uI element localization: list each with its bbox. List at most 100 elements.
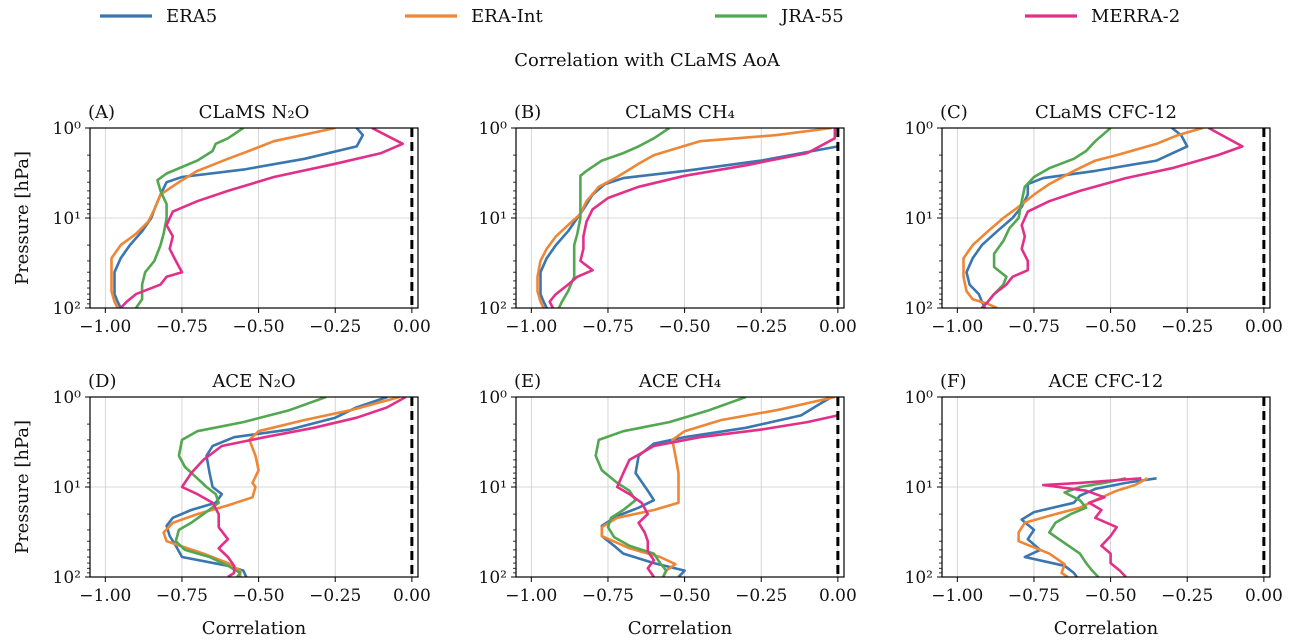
x-axis-label: Correlation [1054,618,1159,639]
series-line-era-int [162,397,400,577]
x-tick-label: 0.00 [819,586,857,606]
panel-e: −1.00 −0.75 −0.50 −0.25 0.00 10⁰ 10¹ 10² (E) ACE … [479,371,857,639]
x-tick-label: −1.00 [505,586,557,606]
panel-letter: (B) [514,102,541,123]
y-tick-label: 10⁰ [479,119,508,139]
panel-title: CLaMS N₂O [199,102,310,123]
x-tick-label: −0.25 [1161,586,1213,606]
x-tick-label: 0.00 [393,586,431,606]
y-tick-label: 10² [905,568,933,588]
series-line-era-int [600,397,836,577]
x-tick-label: −0.75 [1008,317,1060,337]
y-tick-label: 10⁰ [53,388,82,408]
y-tick-label: 10¹ [905,209,933,229]
y-tick-label: 10⁰ [905,388,934,408]
series-line-merra-2 [548,128,837,308]
series-line-era-int [962,128,1203,308]
y-tick-label: 10¹ [53,478,81,498]
y-tick-label: 10² [479,299,507,319]
x-tick-label: −0.50 [1085,586,1137,606]
series-line-merra-2 [119,128,404,308]
y-tick-label: 10¹ [905,478,933,498]
legend-label: ERA5 [166,6,217,27]
x-tick-label: −0.25 [309,586,361,606]
series-line-merra-2 [980,128,1244,308]
series-line-era-int [1017,477,1149,577]
x-tick-label: −0.75 [1008,586,1060,606]
y-tick-label: 10¹ [479,209,507,229]
legend-item-merra-2: MERRA-2 [1025,6,1180,27]
x-tick-label: −0.75 [156,317,208,337]
panel-f: −1.00 −0.75 −0.50 −0.25 0.00 10⁰ 10¹ 10² (F) ACE … [905,371,1283,639]
panel-letter: (A) [88,102,115,123]
panel-title: ACE CFC-12 [1048,371,1164,392]
series-line-merra-2 [180,397,407,577]
legend-item-era5: ERA5 [100,6,217,27]
y-tick-label: 10¹ [53,209,81,229]
x-tick-label: −0.50 [1085,317,1137,337]
legend-label: MERRA-2 [1091,6,1180,27]
panel-d: −1.00 −0.75 −0.50 −0.25 0.00 10⁰ 10¹ 10² (D) ACE … [12,371,431,639]
y-tick-label: 10² [479,568,507,588]
panel-title: ACE N₂O [211,371,295,392]
y-tick-label: 10⁰ [905,119,934,139]
series-line-era5 [600,397,833,577]
x-tick-label: −0.75 [156,586,208,606]
x-tick-label: −0.50 [659,317,711,337]
x-tick-label: −0.75 [582,586,634,606]
x-tick-label: −1.00 [931,317,983,337]
x-axis-label: Correlation [628,618,733,639]
legend-item-jra-55: JRA-55 [715,6,844,27]
series-line-era-int [110,128,336,308]
y-tick-label: 10¹ [479,478,507,498]
x-tick-label: 0.00 [1245,317,1283,337]
panel-b: −1.00 −0.75 −0.50 −0.25 0.00 10⁰ 10¹ 10² (B) CLaM… [479,102,857,337]
panel-letter: (D) [88,371,116,392]
panel-a: −1.00 −0.75 −0.50 −0.25 0.00 10⁰ 10¹ 10² (A) CLaM… [12,102,431,337]
y-axis-label: Pressure [hPa] [12,151,33,285]
series-line-era5 [539,145,839,308]
x-tick-label: −0.50 [233,586,285,606]
y-tick-label: 10⁰ [53,119,82,139]
y-tick-label: 10² [905,299,933,319]
legend-item-era-int: ERA-Int [405,6,543,27]
x-tick-label: 0.00 [1245,586,1283,606]
figure-title: Correlation with CLaMS AoA [514,50,781,71]
panel-letter: (C) [940,102,968,123]
x-tick-label: −1.00 [79,317,131,337]
series-line-era5 [1020,477,1157,577]
legend: ERA5 ERA-Int JRA-55 MERRA-2 [100,6,1180,27]
x-tick-label: −1.00 [505,317,557,337]
series-line-jra-55 [594,397,747,577]
x-tick-label: −0.25 [309,317,361,337]
series-line-jra-55 [1048,477,1127,577]
panel-title: ACE CH₄ [638,371,721,392]
x-tick-label: 0.00 [819,317,857,337]
x-tick-label: 0.00 [393,317,431,337]
panel-title: CLaMS CFC-12 [1035,102,1177,123]
x-tick-label: −1.00 [931,586,983,606]
x-tick-label: −0.25 [735,317,787,337]
series-line-era5 [965,128,1189,308]
x-tick-label: −0.75 [582,317,634,337]
series-line-jra-55 [980,128,1112,308]
y-axis-label: Pressure [hPa] [12,420,33,554]
panel-title: CLaMS CH₄ [625,102,735,123]
series-line-era5 [165,397,388,577]
x-axis-label: Correlation [202,618,307,639]
x-tick-label: −0.50 [659,586,711,606]
y-tick-label: 10² [53,299,81,319]
series-line-merra-2 [1041,477,1142,577]
y-tick-label: 10² [53,568,81,588]
y-tick-label: 10⁰ [479,388,508,408]
panel-c: −1.00 −0.75 −0.50 −0.25 0.00 10⁰ 10¹ 10² (C) CLaM… [905,102,1283,337]
x-tick-label: −0.25 [735,586,787,606]
x-tick-label: −0.25 [1161,317,1213,337]
series-line-jra-55 [134,128,245,308]
panels: −1.00 −0.75 −0.50 −0.25 0.00 10⁰ 10¹ 10² (A) CLaM… [12,102,1283,639]
panel-letter: (E) [514,371,541,392]
legend-label: ERA-Int [471,6,543,27]
series-line-merra-2 [615,414,839,577]
x-tick-label: −1.00 [79,586,131,606]
x-tick-label: −0.50 [233,317,285,337]
